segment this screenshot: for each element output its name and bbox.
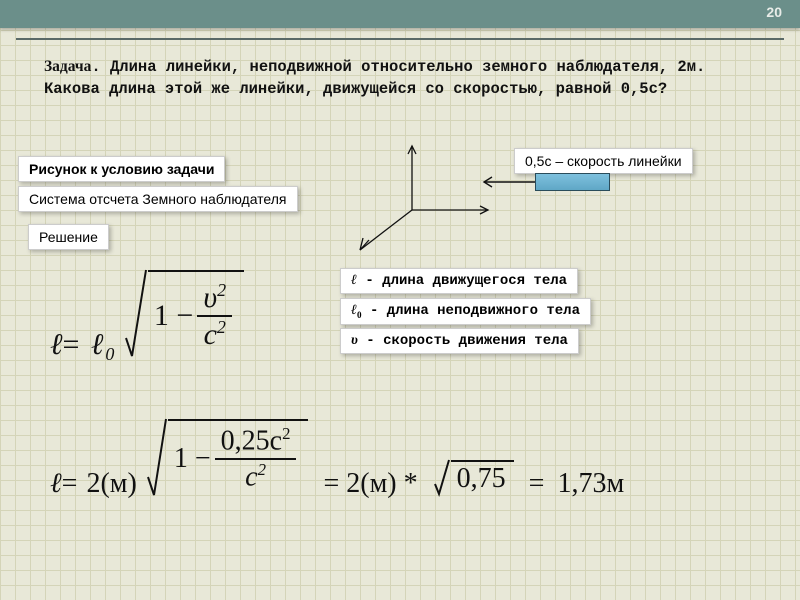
legend-v-text: - скорость движения тела [366, 333, 568, 349]
problem-text: . Длина линейки, неподвижной относительн… [44, 58, 705, 98]
f2-midtext: = 2(м) * [323, 468, 417, 499]
legend-l-text: - длина движущегося тела [365, 273, 567, 289]
f2-eq2: = [529, 468, 545, 499]
sym-v: υ [351, 333, 358, 348]
sym-l0: ℓ0 [351, 303, 362, 318]
legend-l0: ℓ0 - длина неподвижного тела [340, 298, 591, 325]
f2-sqrt2: 0,75 [433, 462, 514, 494]
axes-diagram [330, 140, 500, 260]
f2-inside: 0,75 [457, 463, 506, 495]
f2-l: ℓ [50, 468, 62, 499]
top-bar: 20 [0, 0, 800, 28]
sym-l: ℓ [351, 273, 357, 288]
page-number: 20 [766, 4, 782, 20]
figure-caption: Рисунок к условию задачи [18, 156, 225, 182]
formula-numerical: ℓ= 2(м) 1 − 0,25c2 c2 = 2(м) * 0,75 = 1,… [50, 420, 624, 500]
f1-l: ℓ [50, 328, 63, 361]
speed-label: 0,5c – скорость линейки [514, 148, 693, 174]
ruler-box [535, 173, 610, 191]
f1-sqrt: 1 − υ2 c2 [124, 276, 244, 358]
frame-caption: Система отсчета Земного наблюдателя [18, 186, 298, 212]
legend-l-moving: ℓ - длина движущегося тела [340, 268, 578, 294]
problem-heading: Задача [44, 58, 91, 75]
f2-result: 1,73м [557, 468, 624, 499]
f1-l0: ℓ0 [91, 328, 113, 361]
velocity-arrow-icon [478, 175, 540, 189]
solution-label: Решение [28, 224, 109, 250]
accent-line [16, 38, 784, 40]
f2-coeff: 2(м) [86, 468, 136, 499]
legend-l0-text: - длина неподвижного тела [370, 303, 580, 319]
problem-statement: Задача. Длина линейки, неподвижной относ… [44, 56, 770, 100]
legend-v: υ - скорость движения тела [340, 328, 579, 354]
f2-sqrt1: 1 − 0,25c2 c2 [146, 423, 309, 495]
formula-length-contraction: ℓ= ℓ0 1 − υ2 c2 [50, 272, 244, 362]
f1-frac: υ2 c2 [197, 280, 232, 352]
axes-svg [330, 140, 500, 260]
f2-frac: 0,25c2 c2 [215, 424, 297, 494]
